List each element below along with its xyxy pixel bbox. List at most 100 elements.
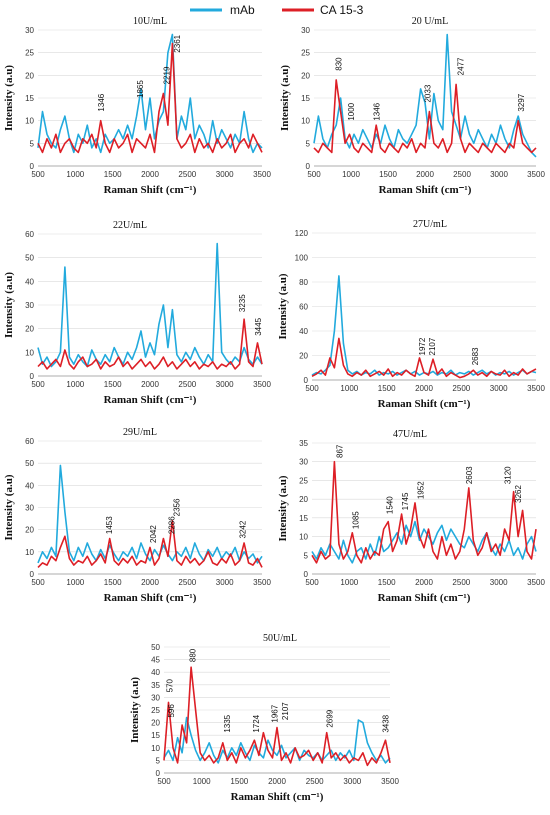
peak-annotation: 1865 xyxy=(136,80,145,98)
x-tick-label: 3000 xyxy=(490,578,508,587)
x-tick-label: 1500 xyxy=(379,170,397,179)
y-tick-label: 15 xyxy=(299,514,308,523)
series-line-ca153 xyxy=(311,460,537,564)
y-tick-label: 35 xyxy=(299,439,308,448)
peak-annotation: 2477 xyxy=(456,57,465,75)
x-tick-label: 2500 xyxy=(306,777,324,786)
peak-annotation: 3235 xyxy=(238,294,247,312)
peak-annotation: 3262 xyxy=(514,485,523,503)
x-tick-label: 1000 xyxy=(340,578,358,587)
peak-annotation: 2699 xyxy=(326,709,335,727)
y-tick-label: 30 xyxy=(299,458,308,467)
y-tick-label: 15 xyxy=(151,731,160,740)
y-tick-label: 25 xyxy=(299,476,308,485)
y-tick-label: 30 xyxy=(301,26,310,35)
y-tick-label: 20 xyxy=(299,495,308,504)
series-line-ca153 xyxy=(313,79,537,154)
y-tick-label: 25 xyxy=(301,49,310,58)
peak-annotation: 570 xyxy=(165,678,174,692)
y-tick-label: 5 xyxy=(30,139,35,148)
peak-annotation: 2361 xyxy=(173,34,182,52)
y-tick-label: 40 xyxy=(299,327,308,336)
x-tick-label: 2500 xyxy=(178,380,196,389)
y-tick-label: 20 xyxy=(25,71,34,80)
peak-annotation: 1972 xyxy=(418,337,427,355)
y-tick-label: 10 xyxy=(151,744,160,753)
x-tick-label: 3500 xyxy=(381,777,399,786)
x-tick-label: 3500 xyxy=(527,578,545,587)
panel-title: 47U/mL xyxy=(393,429,427,440)
y-axis-label: Intensity (a.u) xyxy=(129,677,141,743)
y-tick-label: 0 xyxy=(306,162,311,171)
x-tick-label: 3000 xyxy=(216,380,234,389)
x-tick-label: 3000 xyxy=(490,384,508,393)
peak-annotation: 1000 xyxy=(347,102,356,120)
x-tick-label: 1000 xyxy=(66,578,84,587)
legend: mAb CA 15-3 xyxy=(190,3,364,17)
y-tick-label: 20 xyxy=(299,352,308,361)
x-axis-label: Raman Shift (cm⁻¹) xyxy=(231,791,324,803)
peak-annotation: 3445 xyxy=(254,317,263,335)
peak-annotation: 2107 xyxy=(428,337,437,355)
peak-annotation: 1346 xyxy=(373,102,382,120)
x-axis-label: Raman Shift (cm⁻¹) xyxy=(379,184,472,196)
y-tick-label: 5 xyxy=(306,139,311,148)
y-tick-label: 60 xyxy=(25,437,34,446)
y-tick-label: 20 xyxy=(151,719,160,728)
y-tick-label: 35 xyxy=(151,681,160,690)
peak-annotation: 2683 xyxy=(471,347,480,365)
y-tick-label: 0 xyxy=(30,162,35,171)
y-tick-label: 40 xyxy=(25,277,34,286)
y-tick-label: 30 xyxy=(25,504,34,513)
x-tick-label: 1500 xyxy=(104,170,122,179)
chart-panel: 0 5 10 15 20 25 30 35 40 45 50 500 1000 1500 2000 2500 3… xyxy=(129,633,399,803)
series-line-ca153 xyxy=(37,519,263,568)
x-tick-label: 500 xyxy=(305,384,319,393)
x-tick-label: 3000 xyxy=(490,170,508,179)
x-tick-label: 500 xyxy=(31,578,45,587)
y-tick-label: 20 xyxy=(25,526,34,535)
series-line-ca153 xyxy=(163,666,391,767)
series-line-ca153 xyxy=(37,42,263,154)
y-tick-label: 10 xyxy=(301,117,310,126)
x-axis-label: Raman Shift (cm⁻¹) xyxy=(104,592,197,604)
peak-annotation: 1085 xyxy=(352,511,361,529)
peak-annotation: 3438 xyxy=(381,714,390,732)
peak-annotation: 867 xyxy=(335,444,344,458)
x-tick-label: 3000 xyxy=(216,578,234,587)
legend-label-mab: mAb xyxy=(230,3,255,17)
x-tick-label: 1000 xyxy=(66,380,84,389)
y-tick-label: 60 xyxy=(299,303,308,312)
x-tick-label: 2000 xyxy=(415,578,433,587)
y-tick-label: 25 xyxy=(151,706,160,715)
peak-annotation: 2603 xyxy=(465,466,474,484)
x-tick-label: 3500 xyxy=(253,170,271,179)
x-tick-label: 1500 xyxy=(378,384,396,393)
y-axis-label: Intensity (a.u) xyxy=(279,65,291,131)
x-tick-label: 3500 xyxy=(253,380,271,389)
peak-annotation: 1540 xyxy=(386,496,395,514)
panel-title: 50U/mL xyxy=(263,633,297,644)
x-tick-label: 2000 xyxy=(268,777,286,786)
y-tick-label: 25 xyxy=(25,49,34,58)
y-tick-label: 20 xyxy=(301,71,310,80)
panel-title: 29U/mL xyxy=(123,427,157,438)
x-axis-label: Raman Shift (cm⁻¹) xyxy=(104,184,197,196)
series-line-ca153 xyxy=(37,318,263,370)
series-line-mab xyxy=(37,33,263,154)
x-axis-label: Raman Shift (cm⁻¹) xyxy=(104,394,197,406)
x-tick-label: 1500 xyxy=(378,578,396,587)
y-tick-label: 30 xyxy=(25,301,34,310)
x-tick-label: 1000 xyxy=(193,777,211,786)
peak-annotation: 596 xyxy=(167,704,176,718)
y-tick-label: 5 xyxy=(304,551,309,560)
peak-annotation: 3242 xyxy=(239,520,248,538)
x-tick-label: 3000 xyxy=(343,777,361,786)
peak-annotation: 1724 xyxy=(252,714,261,732)
y-tick-label: 100 xyxy=(295,254,309,263)
y-tick-label: 30 xyxy=(151,693,160,702)
y-tick-label: 80 xyxy=(299,278,308,287)
x-tick-label: 2000 xyxy=(141,578,159,587)
peak-annotation: 1335 xyxy=(223,714,232,732)
